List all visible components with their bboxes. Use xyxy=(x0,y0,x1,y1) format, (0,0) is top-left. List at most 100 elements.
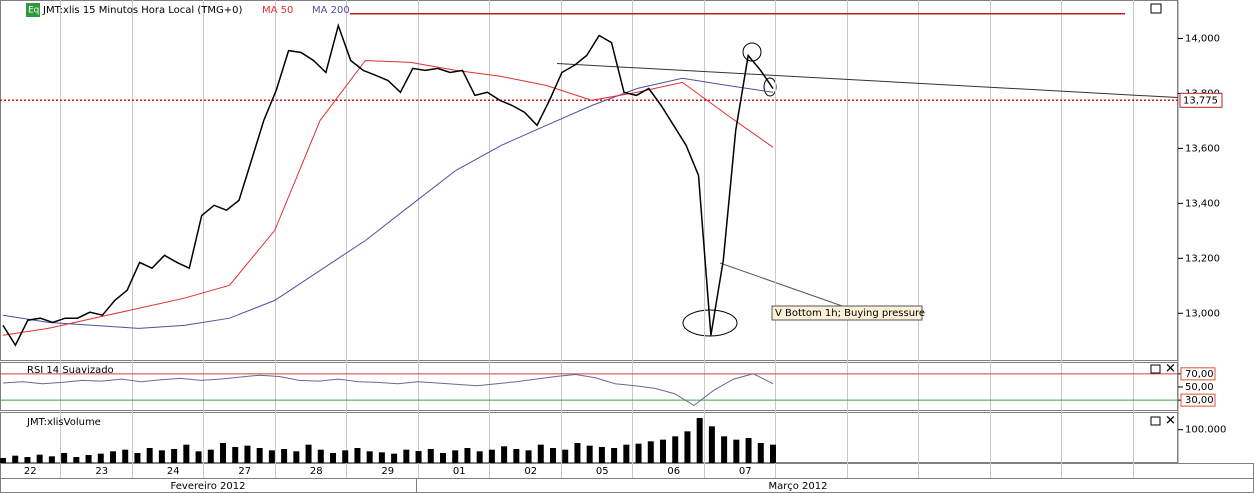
volume-bar xyxy=(537,444,544,463)
close-icon[interactable]: ✕ xyxy=(1165,362,1176,377)
volume-bar xyxy=(36,454,43,463)
volume-bar xyxy=(635,443,642,463)
y-tick-label: 50,00 xyxy=(1185,382,1214,393)
volume-bar xyxy=(611,448,618,463)
volume-bar xyxy=(256,448,263,463)
volume-bar xyxy=(696,418,703,463)
volume-bar xyxy=(12,455,19,463)
maximize-icon[interactable] xyxy=(1150,364,1161,374)
y-tick-label: 13,600 xyxy=(1185,143,1220,154)
volume-bar xyxy=(598,447,605,463)
x-tick-label: 27 xyxy=(238,466,251,477)
volume-bar xyxy=(586,445,593,463)
y-tick-label: 30,00 xyxy=(1185,395,1214,406)
volume-bar xyxy=(660,439,666,463)
volume-bar xyxy=(207,449,214,463)
volume-bar xyxy=(684,431,691,463)
volume-bar xyxy=(73,457,80,463)
x-tick-label: 29 xyxy=(381,466,394,477)
volume-bar xyxy=(354,448,361,463)
y-tick-label: 100.000 xyxy=(1185,425,1226,436)
series-line xyxy=(2,373,774,407)
series-line xyxy=(2,23,774,347)
legend-entry: MA 50 xyxy=(262,5,293,16)
x-tick-label: 24 xyxy=(167,466,180,477)
volume-bar xyxy=(158,450,165,463)
volume-bar xyxy=(550,448,556,463)
volume-bar xyxy=(293,451,300,463)
volume-bar xyxy=(647,441,654,463)
volume-bar xyxy=(501,446,508,463)
volume-bar xyxy=(440,453,446,463)
volume-bar xyxy=(305,444,312,463)
volume-bar xyxy=(513,449,520,463)
x-tick-label: 06 xyxy=(667,466,680,477)
volume-bar xyxy=(623,444,630,463)
y-tick-label: 13,400 xyxy=(1185,198,1220,209)
badge-box xyxy=(26,3,40,17)
x-tick-label: 22 xyxy=(24,466,37,477)
volume-bar xyxy=(452,450,459,463)
volume-bar xyxy=(672,436,679,463)
volume-bar xyxy=(122,449,129,463)
maximize-icon[interactable] xyxy=(1150,3,1162,14)
volume-bar xyxy=(281,449,288,463)
annotation-ellipse xyxy=(682,309,738,337)
y-tick-label: 70,00 xyxy=(1185,369,1214,380)
volume-bar xyxy=(268,450,275,463)
badge: Eq xyxy=(28,6,39,16)
volume-bar xyxy=(61,453,68,463)
last-price-label: 13,775 xyxy=(1183,95,1218,106)
tick-box xyxy=(1180,393,1216,407)
close-icon[interactable]: ✕ xyxy=(1165,414,1176,429)
x-tick-label: 28 xyxy=(310,466,323,477)
volume-bar xyxy=(464,448,471,463)
annotation-box xyxy=(771,305,923,321)
volume-bar xyxy=(488,449,495,463)
x-tick-label: 01 xyxy=(453,466,466,477)
y-tick-label: 13,000 xyxy=(1185,308,1220,319)
volume-bar xyxy=(220,443,226,463)
volume-bar xyxy=(562,449,569,463)
volume-bar xyxy=(146,448,153,463)
tick-box xyxy=(1180,367,1216,381)
month-label: Fevereiro 2012 xyxy=(171,481,246,492)
x-tick-label: 05 xyxy=(596,466,609,477)
volume-bar xyxy=(415,451,422,463)
volume-bar xyxy=(0,458,6,463)
volume-bar xyxy=(24,457,31,463)
volume-bar xyxy=(745,438,752,463)
last-price-box xyxy=(1179,92,1223,108)
volume-bar xyxy=(770,444,776,463)
legend-entry: MA 200 xyxy=(312,5,350,16)
panel-title: RSI 14 Suavizado xyxy=(27,365,114,376)
chart-title: JMT:xlis 15 Minutos Hora Local (TMG+0) xyxy=(42,5,243,16)
annotation-leader xyxy=(719,262,846,308)
x-tick-label: 02 xyxy=(524,466,537,477)
panel-title: JMT:xlisVolume xyxy=(26,417,101,428)
trendline xyxy=(556,62,1179,99)
volume-bar xyxy=(97,453,104,463)
volume-bar xyxy=(330,453,336,463)
volume-bar xyxy=(244,445,251,463)
volume-bar xyxy=(403,449,410,463)
month-label: Março 2012 xyxy=(769,481,828,492)
volume-bar xyxy=(574,443,581,463)
volume-bar xyxy=(427,449,434,463)
volume-bar xyxy=(708,426,715,463)
maximize-icon[interactable] xyxy=(1150,416,1161,426)
annotation: V Bottom 1h; Buying pressure xyxy=(775,308,925,319)
volume-bar xyxy=(232,447,239,463)
volume-bar xyxy=(110,451,116,463)
volume-bar xyxy=(476,451,483,463)
volume-bar xyxy=(342,450,349,463)
x-tick-label: 07 xyxy=(739,466,752,477)
volume-bar xyxy=(195,451,202,463)
x-tick-label: 23 xyxy=(95,466,108,477)
volume-bar xyxy=(721,436,728,463)
volume-bar xyxy=(391,453,398,463)
series-line xyxy=(2,77,774,329)
volume-bar xyxy=(85,455,92,463)
